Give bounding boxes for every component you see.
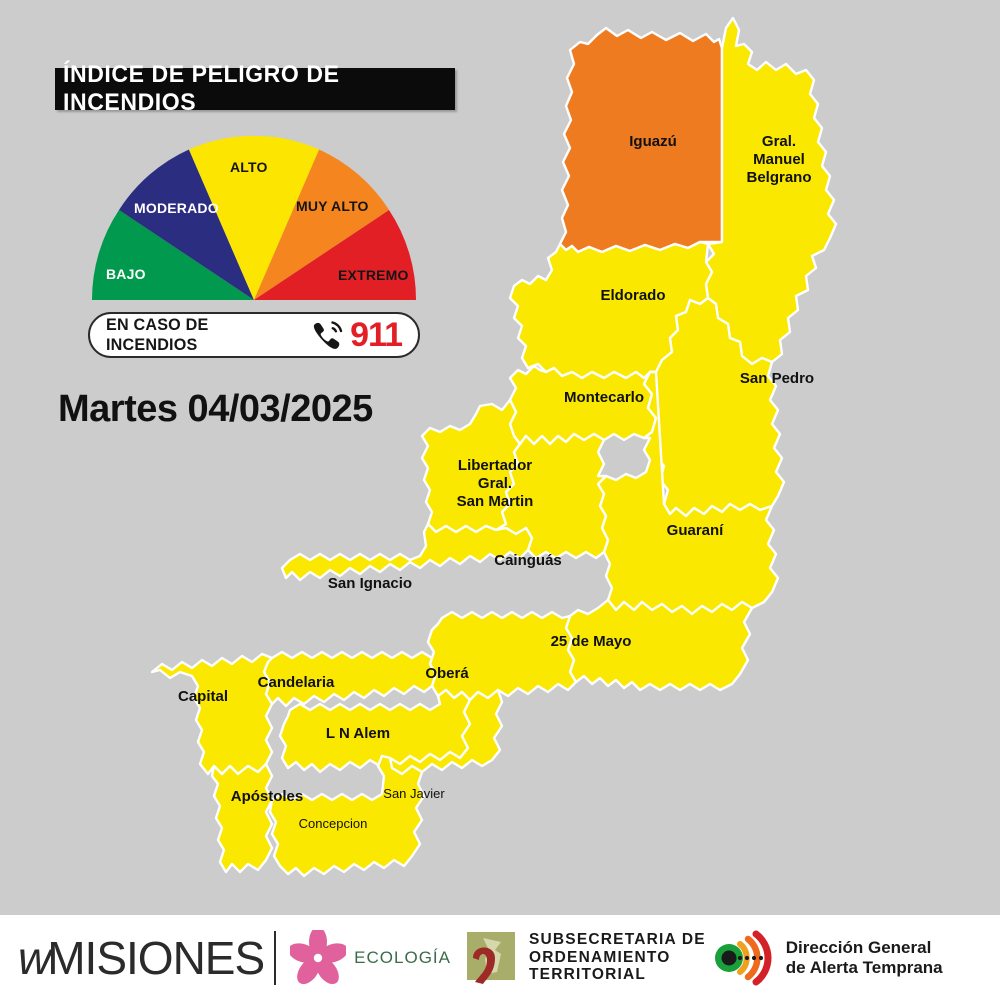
map-label-concepcion: Concepcion: [299, 816, 368, 831]
emergency-label: EN CASO DE INCENDIOS: [106, 315, 209, 354]
map-region-san-ignacio[interactable]: [280, 522, 534, 582]
map-label-montecarlo: Montecarlo: [564, 389, 644, 406]
flower-icon: [290, 929, 347, 984]
report-date: Martes 04/03/2025: [58, 388, 373, 430]
map-label-l-n-alem: L N Alem: [326, 725, 390, 742]
map-label-ober: Oberá: [425, 665, 469, 682]
ecologia-logo: ECOLOGÍA: [290, 929, 451, 986]
ordenamiento-territorial-label: SUBSECRETARIA DE ORDENAMIENTO TERRITORIA…: [529, 931, 706, 983]
map-region-ober[interactable]: [426, 610, 578, 702]
map-region-gral-manuel-belgrano[interactable]: [704, 16, 838, 366]
map-label-gral-manuel-belgrano: Gral. Manuel Belgrano: [746, 133, 811, 186]
gauge-segment-bajo: [91, 210, 254, 300]
page-title-banner: ÍNDICE DE PELIGRO DE INCENDIOS: [55, 61, 455, 116]
emergency-number: 911: [350, 316, 403, 354]
dgat-line-2: de Alerta Temprana: [785, 957, 943, 977]
map-label-ap-stoles: Apóstoles: [231, 788, 304, 805]
map-labels-group: Iguazú Gral. Manuel Belgrano Eldorado San Ped…: [178, 133, 814, 831]
map-region-concepcion[interactable]: [268, 754, 426, 878]
map-label-25-de-mayo: 25 de Mayo: [551, 633, 632, 650]
map-label-san-javier: San Javier: [383, 786, 445, 801]
misiones-logo-text: MISIONES: [47, 931, 265, 984]
fire-danger-gauge-icon: [91, 136, 417, 300]
ecologia-label: ECOLOGÍA: [354, 947, 451, 967]
gauge-segment-moderado: [118, 149, 255, 300]
footer-divider: [274, 930, 277, 985]
alerta-temprana-label: Dirección General de Alerta Temprana: [786, 938, 943, 977]
map-label-caingu-s: Cainguás: [494, 552, 562, 569]
sot-line-3: TERRITORIAL: [528, 966, 647, 984]
map-label-candelaria: Candelaria: [258, 674, 335, 691]
map-region-candelaria[interactable]: [262, 616, 444, 708]
map-departments-group: [150, 16, 838, 878]
alerta-temprana-logo: Dirección General de Alerta Temprana: [712, 928, 943, 988]
map-label-capital: Capital: [178, 688, 228, 705]
misiones-logo: wMISIONES: [18, 931, 265, 984]
gauge-segment-muy-alto: [254, 149, 390, 300]
ordenamiento-territorial-logo: SUBSECRETARIA DE ORDENAMIENTO TERRITORIA…: [461, 928, 706, 988]
phone-icon: [310, 320, 344, 350]
map-label-san-pedro: San Pedro: [740, 370, 814, 387]
gauge-segment-extremo: [254, 210, 417, 300]
map-label-san-ignacio: San Ignacio: [328, 575, 412, 592]
sot-line-1: SUBSECRETARIA DE: [528, 931, 706, 949]
map-label-guaran: Guaraní: [667, 522, 725, 539]
radar-wave-icon: [714, 930, 772, 985]
misiones-map: Iguazú Gral. Manuel Belgrano Eldorado San Ped…: [150, 16, 838, 878]
map-region-caingu-s[interactable]: [494, 432, 610, 560]
footer-bar: wMISIONES ECOLOGÍA SUBSECRETARIA DE ORDE…: [0, 915, 1000, 1000]
territorial-emblem-icon: [466, 931, 515, 984]
emergency-banner: EN CASO DE INCENDIOS 911: [88, 312, 420, 358]
map-region-ap-stoles[interactable]: [210, 762, 274, 874]
gauge-segment-alto: [188, 136, 320, 300]
map-label-iguaz: Iguazú: [629, 133, 677, 150]
map-label-libertador-gral-san-martin: Libertador Gral. San Martin: [457, 457, 534, 510]
dgat-line-1: Dirección General: [785, 937, 932, 957]
sot-line-2: ORDENAMIENTO: [528, 948, 671, 966]
map-region-capital[interactable]: [150, 652, 274, 776]
page-title: ÍNDICE DE PELIGRO DE INCENDIOS: [63, 61, 340, 116]
map-label-eldorado: Eldorado: [600, 287, 665, 304]
